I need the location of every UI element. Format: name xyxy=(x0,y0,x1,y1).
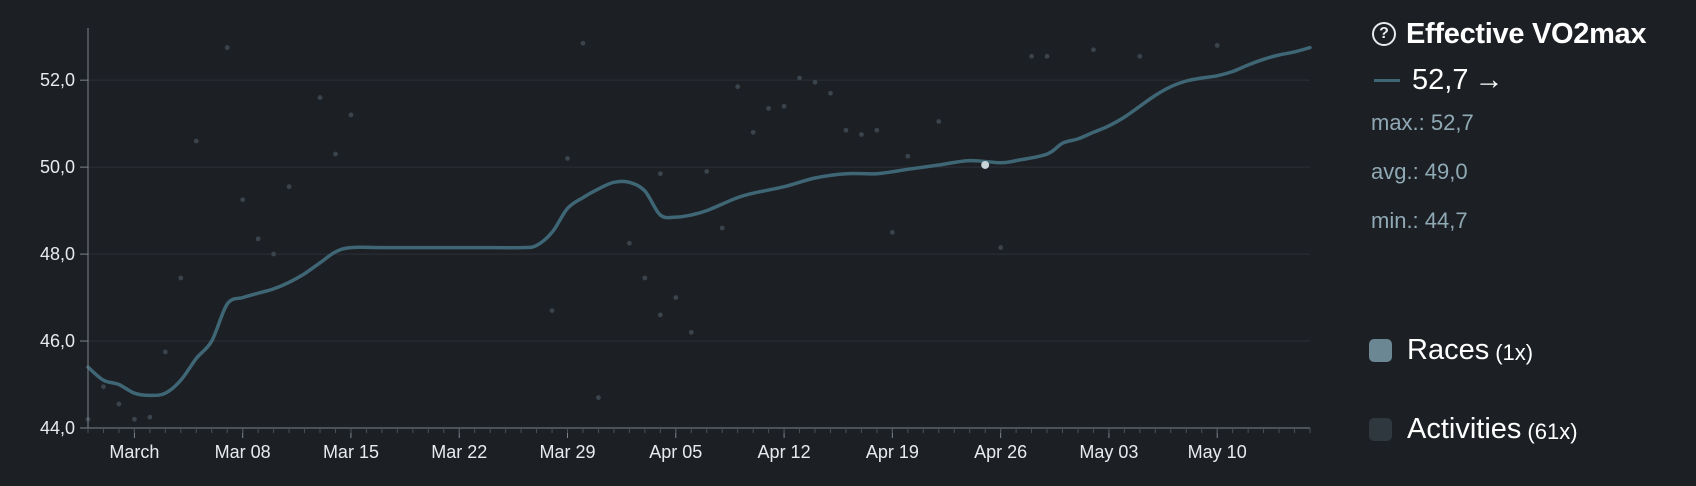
activity-point xyxy=(766,106,772,111)
line-swatch xyxy=(1374,78,1400,82)
races-swatch xyxy=(1369,339,1392,362)
race-point xyxy=(981,160,990,169)
y-tick-label: 48,0 xyxy=(40,244,75,264)
activity-point xyxy=(812,79,818,85)
activity-point xyxy=(101,384,106,390)
activity-point xyxy=(719,225,725,231)
vo2max-line xyxy=(86,45,1312,398)
activity-point xyxy=(936,119,942,124)
activity-point xyxy=(626,240,632,246)
x-tick-label: Mar 15 xyxy=(323,442,379,462)
panel-header: ? Effective VO2max xyxy=(1370,14,1690,54)
activity-point xyxy=(596,395,601,400)
activity-point xyxy=(1137,53,1143,59)
question-circle-icon[interactable]: ? xyxy=(1372,22,1396,46)
activity-point xyxy=(750,129,756,135)
activity-point xyxy=(998,245,1004,250)
y-tick-label: 46,0 xyxy=(40,331,75,351)
activity-point xyxy=(549,308,555,314)
activity-point xyxy=(147,414,153,420)
x-tick-label: Mar 22 xyxy=(431,442,487,462)
activity-point xyxy=(1044,53,1050,59)
activity-point xyxy=(704,169,710,174)
activity-point xyxy=(657,171,663,177)
activity-point xyxy=(580,40,586,46)
x-tick-label: March xyxy=(109,442,159,462)
trend-arrow-icon: → xyxy=(1474,63,1504,96)
x-tick-label: Apr 12 xyxy=(758,442,811,462)
activity-point xyxy=(286,184,292,190)
y-tick-label: 44,0 xyxy=(40,418,75,438)
activity-point xyxy=(317,95,323,100)
x-tick-label: Apr 05 xyxy=(649,442,702,462)
current-value: 52,7 xyxy=(1412,63,1469,96)
legend-activities[interactable]: Activities (61x) xyxy=(1369,413,1578,446)
vo2max-chart: 44,0 46,0 48,0 50,0 52,0 March Mar 08 Mar 15 Mar… xyxy=(40,28,1312,462)
activity-point xyxy=(781,103,787,109)
avg-stat: avg.: 49,0 xyxy=(1371,159,1468,184)
activities-count: (61x) xyxy=(1527,418,1578,444)
max-stat: max.: 52,7 xyxy=(1371,110,1474,135)
activities-label: Activities xyxy=(1407,413,1522,445)
activity-point xyxy=(348,112,354,118)
activity-point xyxy=(162,349,168,355)
activity-point xyxy=(642,275,648,281)
activity-point xyxy=(688,329,694,335)
races-count: (1x) xyxy=(1495,339,1534,365)
activity-point xyxy=(657,312,663,318)
races-label: Races xyxy=(1407,334,1490,366)
x-tick-label: May 10 xyxy=(1188,442,1247,462)
activity-point xyxy=(224,45,230,50)
current-value-row: 52,7 → xyxy=(1370,62,1690,98)
stats-panel: ? Effective VO2max 52,7 → max.: 52,7 avg… xyxy=(1370,14,1690,234)
activity-point xyxy=(828,90,833,96)
race-points xyxy=(981,160,990,169)
activity-point xyxy=(859,132,864,137)
activity-point xyxy=(193,138,199,144)
activity-point xyxy=(1029,53,1034,59)
metric-title: Effective VO2max xyxy=(1406,17,1647,50)
legend-races[interactable]: Races (1x) xyxy=(1369,334,1533,367)
activity-point xyxy=(843,127,849,133)
chart-grid xyxy=(88,79,1310,342)
chart-axes: 44,0 46,0 48,0 50,0 52,0 March Mar 08 Mar 15 Mar… xyxy=(40,28,1311,462)
x-tick-label: Apr 19 xyxy=(866,442,919,462)
activity-point xyxy=(333,151,338,157)
min-stat: min.: 44,7 xyxy=(1371,208,1468,233)
activity-point xyxy=(673,295,679,300)
activity-point xyxy=(874,127,880,133)
activity-point xyxy=(889,229,895,235)
activity-point xyxy=(1091,47,1096,53)
activity-point xyxy=(116,401,122,407)
vo2max-line-layer xyxy=(86,45,1312,398)
x-tick-label: Mar 29 xyxy=(540,442,596,462)
activity-point xyxy=(240,197,246,203)
x-tick-label: Mar 08 xyxy=(215,442,271,462)
x-tick-label: May 03 xyxy=(1079,442,1138,462)
activity-point xyxy=(271,251,277,257)
activity-point xyxy=(735,84,741,90)
y-tick-label: 50,0 xyxy=(40,157,75,177)
activity-point xyxy=(178,275,184,281)
y-tick-label: 52,0 xyxy=(40,70,75,90)
activity-point xyxy=(132,416,137,422)
activity-point xyxy=(255,236,261,242)
activities-swatch xyxy=(1369,418,1392,441)
activity-point xyxy=(565,156,570,161)
activity-point xyxy=(1214,42,1220,48)
activity-point xyxy=(797,75,802,81)
x-tick-label: Apr 26 xyxy=(974,442,1027,462)
activity-point xyxy=(905,153,911,159)
activity-points xyxy=(85,40,1220,422)
